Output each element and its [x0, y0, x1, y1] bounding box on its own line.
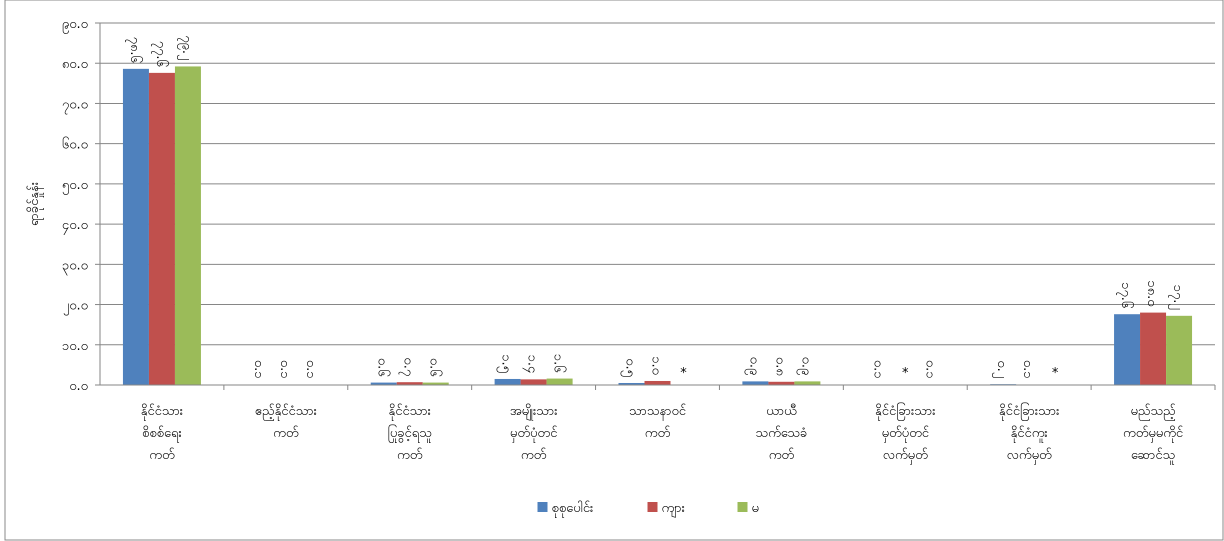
- bar: [174, 66, 201, 385]
- value-label: ၀.၁: [870, 360, 885, 379]
- value-label: ၇၉.၂: [177, 35, 194, 60]
- value-label: ၇၇.၆: [151, 41, 169, 67]
- x-tick-label: ဆောင်သူ: [1131, 447, 1175, 465]
- x-tick-label: နိုင်ငံသား: [141, 403, 183, 421]
- y-tick-label: ၄၀.၀: [62, 218, 88, 235]
- value-label: ၀.၆: [375, 358, 391, 377]
- value-label: *: [902, 366, 909, 381]
- x-tick-label: ကတ်: [645, 425, 671, 441]
- x-tick-label: လက်မှတ်: [1007, 447, 1052, 465]
- bar: [768, 381, 795, 385]
- x-tick-label: ယာယီ: [766, 403, 797, 419]
- y-tick-label: ၃၀.၀: [62, 258, 88, 275]
- value-label: ၀.၆: [427, 358, 443, 377]
- y-tick-label: ၂၀.၀: [63, 299, 88, 316]
- bar: [546, 378, 573, 385]
- value-label: ၀.၁: [922, 360, 937, 379]
- value-label: ၀.၂: [992, 360, 1009, 378]
- bar: [644, 380, 671, 385]
- bar: [370, 382, 397, 385]
- value-label: ၀.၇: [399, 357, 416, 376]
- legend-label: မ: [752, 501, 759, 516]
- bar: [148, 72, 175, 386]
- value-label: ၁.၀: [649, 356, 664, 375]
- value-label: *: [680, 366, 687, 381]
- bar: [494, 378, 521, 385]
- x-tick-label: ဧည့်နိုင်ငံသား: [255, 403, 317, 421]
- x-tick-label: ပြုခွင့်ရသူ: [388, 424, 432, 443]
- bar: [520, 379, 547, 385]
- x-tick-label: မည်သည့်: [1130, 403, 1175, 421]
- bar: [396, 382, 423, 385]
- value-label: ၀.၁: [1020, 360, 1035, 379]
- y-tick-label: ၁၀.၀: [62, 339, 88, 354]
- y-tick-label: ၇၀.၀: [62, 97, 88, 114]
- value-label: ၀.၅: [621, 358, 638, 377]
- value-label: ၀.၁: [277, 360, 292, 379]
- y-tick-label: ၀.၀: [69, 379, 88, 394]
- x-tick-label: သာသနာဝင်: [629, 403, 687, 421]
- value-label: ၀.၈: [772, 357, 787, 376]
- y-axis-label: ရာခိုင်နှုန်း: [26, 182, 44, 226]
- x-tick-label: နိုင်ငံကူး: [1011, 425, 1048, 443]
- bar: [742, 381, 769, 385]
- value-label: *: [1052, 366, 1059, 381]
- bar: [122, 68, 149, 385]
- x-tick-label: ကတ်: [397, 447, 423, 463]
- legend-label: ကျား: [662, 501, 685, 518]
- x-tick-label: မှတ်ပုံတင်: [882, 425, 930, 443]
- x-tick-label: ကတ်: [521, 447, 547, 463]
- frame: [4, 0, 1224, 541]
- legend-swatch: [647, 502, 658, 512]
- bar: [618, 382, 645, 385]
- value-label: ၀.၉: [796, 357, 813, 376]
- value-label: ၀.၁: [251, 360, 266, 379]
- bar: [1114, 314, 1141, 385]
- legend-swatch: [737, 502, 748, 512]
- y-tick-label: ၈၀.၀: [62, 57, 88, 72]
- x-tick-label: အမျိုးသား: [510, 403, 558, 421]
- value-label: ၁.၅: [497, 354, 514, 373]
- x-tick-label: စိစစ်ရေး: [142, 425, 182, 443]
- x-tick-label: နိုင်ငံသား: [389, 403, 431, 421]
- y-tick-label: ၉၀.၀: [62, 17, 88, 34]
- legend-swatch: [537, 502, 548, 512]
- x-tick-label: ကတ်: [149, 447, 175, 463]
- x-tick-label: မှတ်ပုံတင်: [510, 425, 558, 443]
- value-label: ၁၇.၂: [1168, 285, 1185, 310]
- bar: [1166, 315, 1193, 385]
- value-label: ၁၇.၆: [1116, 282, 1134, 308]
- x-tick-label: သက်သေခံ: [756, 425, 808, 441]
- value-label: ၁.၆: [551, 354, 567, 373]
- legend-label: စုစုပေါင်း: [552, 500, 594, 518]
- value-label: ၀.၉: [744, 357, 761, 376]
- bar: [1140, 312, 1167, 385]
- x-tick-label: ကတ်: [769, 447, 795, 463]
- y-tick-label: ၆၀.၀: [62, 137, 88, 153]
- bar: [422, 382, 449, 385]
- x-tick-label: ကတ်: [273, 425, 299, 441]
- x-tick-label: နိုင်ငံခြားသား: [875, 402, 936, 421]
- value-label: ၁၈.၀: [1144, 280, 1159, 306]
- x-tick-label: လက်မှတ်: [883, 447, 928, 465]
- x-tick-label: နိုင်ငံခြားသား: [999, 402, 1060, 421]
- value-label: ၀.၁: [303, 360, 318, 379]
- x-tick-label: ကတ်မှမကိုင်: [1123, 425, 1184, 443]
- value-label: ၇၈.၆: [125, 37, 143, 63]
- value-label: ၁.၄: [523, 355, 540, 374]
- y-tick-label: ၅၀.၀: [62, 178, 88, 195]
- bar: [794, 381, 821, 385]
